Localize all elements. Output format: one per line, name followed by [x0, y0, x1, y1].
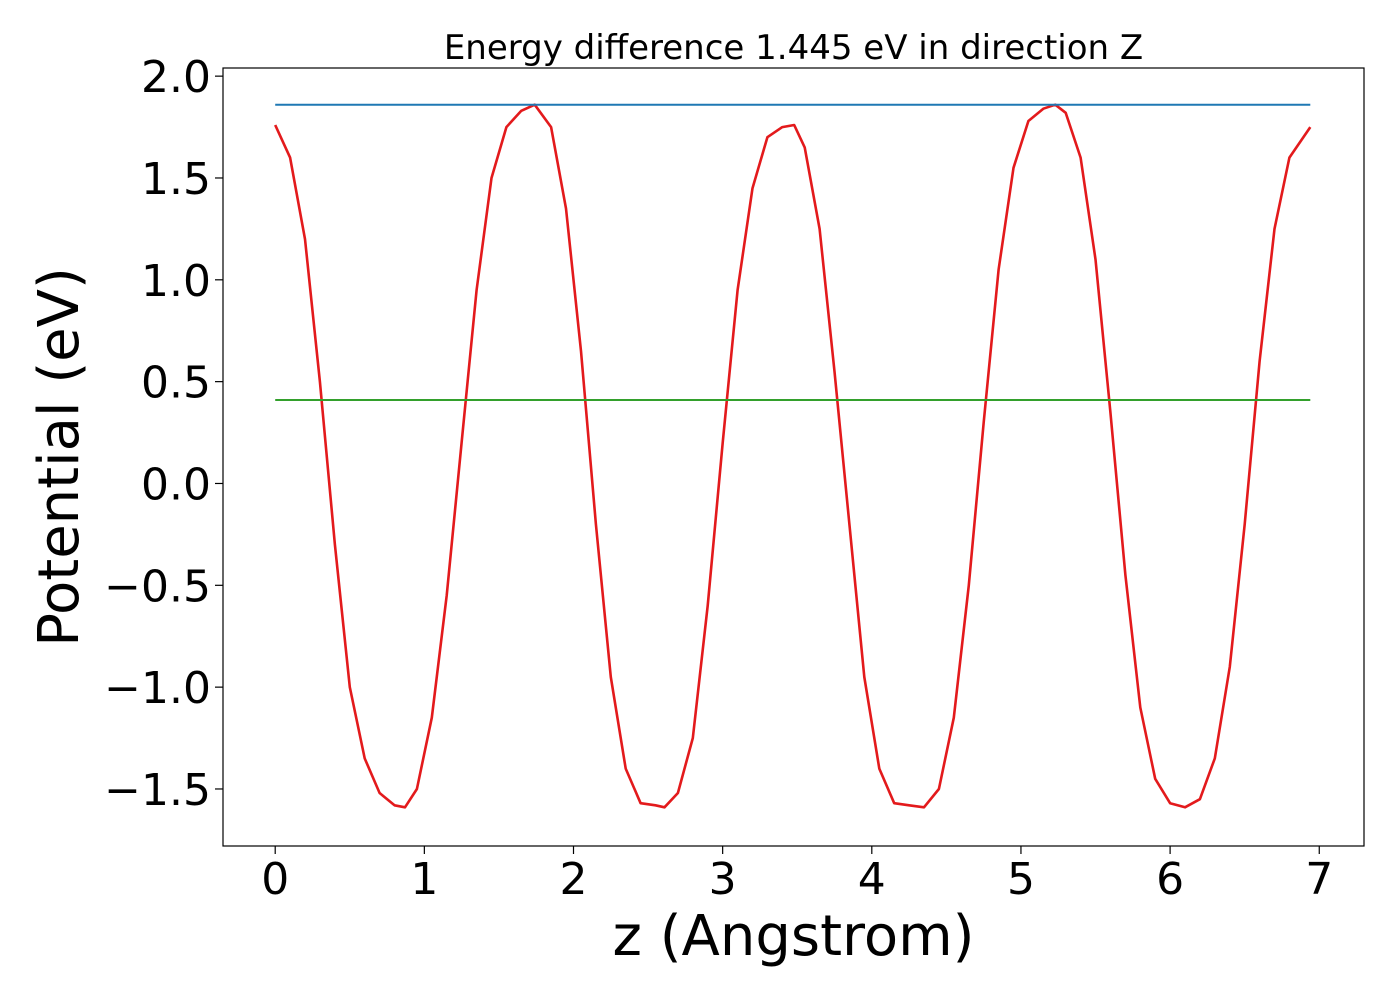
- x-tick-label: 2: [560, 854, 588, 905]
- ticks-layer: 0 1 2 3 4 5 6 7 −1.5 −1.0 −0.5 0.0 0.5 1.0 1.5 2.0: [104, 52, 1333, 905]
- plot-frame: [222, 67, 1365, 847]
- y-axis-title: Potential (eV): [27, 267, 92, 647]
- y-tick-label: −1.0: [104, 663, 211, 714]
- y-tick-label: 1.5: [141, 154, 211, 205]
- x-tick-label: 4: [858, 854, 886, 905]
- y-tick-label: 0.0: [141, 459, 211, 510]
- x-tick-label: 1: [410, 854, 438, 905]
- x-tick-label: 7: [1305, 854, 1333, 905]
- y-tick-label: 1.0: [141, 256, 211, 307]
- y-tick-label: −1.5: [104, 765, 211, 816]
- x-tick-label: 6: [1156, 854, 1184, 905]
- x-axis-title: z (Angstrom): [613, 904, 975, 969]
- x-tick-label: 5: [1007, 854, 1035, 905]
- x-tick-label: 3: [709, 854, 737, 905]
- series-line-0: [274, 103, 1312, 809]
- x-tick-label: 0: [261, 854, 289, 905]
- y-tick-label: 0.5: [141, 358, 211, 409]
- y-tick-label: 2.0: [141, 52, 211, 103]
- chart-title: Energy difference 1.445 eV in direction …: [444, 28, 1143, 68]
- series-layer: [274, 103, 1312, 809]
- y-tick-label: −0.5: [104, 561, 211, 612]
